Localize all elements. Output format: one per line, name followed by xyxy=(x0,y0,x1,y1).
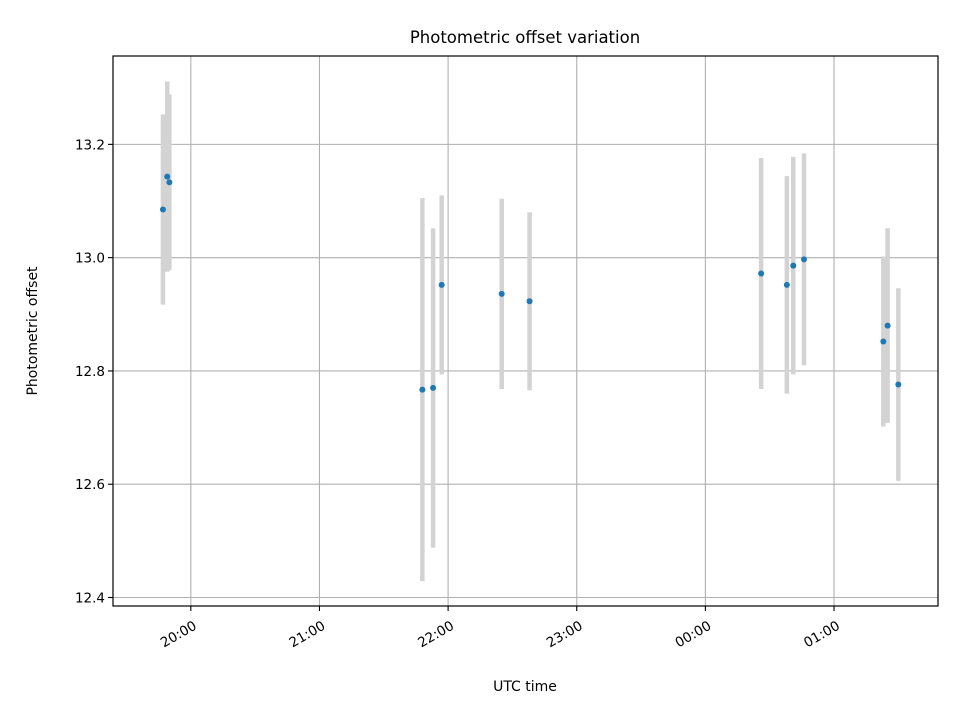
data-point xyxy=(164,173,171,180)
data-point xyxy=(783,281,790,288)
chart-title: Photometric offset variation xyxy=(410,28,640,47)
data-point xyxy=(884,322,891,329)
plot-frame xyxy=(112,55,939,607)
data-point xyxy=(438,281,445,288)
data-point xyxy=(895,381,902,388)
y-tick-label: 12.4 xyxy=(75,591,105,607)
data-point xyxy=(159,206,166,213)
data-points xyxy=(159,173,902,393)
x-axis-label: UTC time xyxy=(493,679,557,695)
y-tick-label: 13.2 xyxy=(75,137,105,153)
data-point xyxy=(526,298,533,305)
data-point xyxy=(498,290,505,297)
y-axis-label: Photometric offset xyxy=(25,266,41,396)
data-point xyxy=(790,262,797,269)
grid xyxy=(113,56,938,606)
data-point xyxy=(430,384,437,391)
y-tick-label: 13.0 xyxy=(75,251,105,267)
y-axis-ticks: 12.4 12.6 12.8 13.0 13.2 xyxy=(75,137,113,607)
data-point xyxy=(419,386,426,393)
y-tick-label: 12.6 xyxy=(75,477,105,493)
data-point xyxy=(801,256,808,263)
y-tick-label: 12.8 xyxy=(75,364,105,380)
data-point xyxy=(880,338,887,345)
data-point xyxy=(758,270,765,277)
data-point xyxy=(166,179,173,186)
